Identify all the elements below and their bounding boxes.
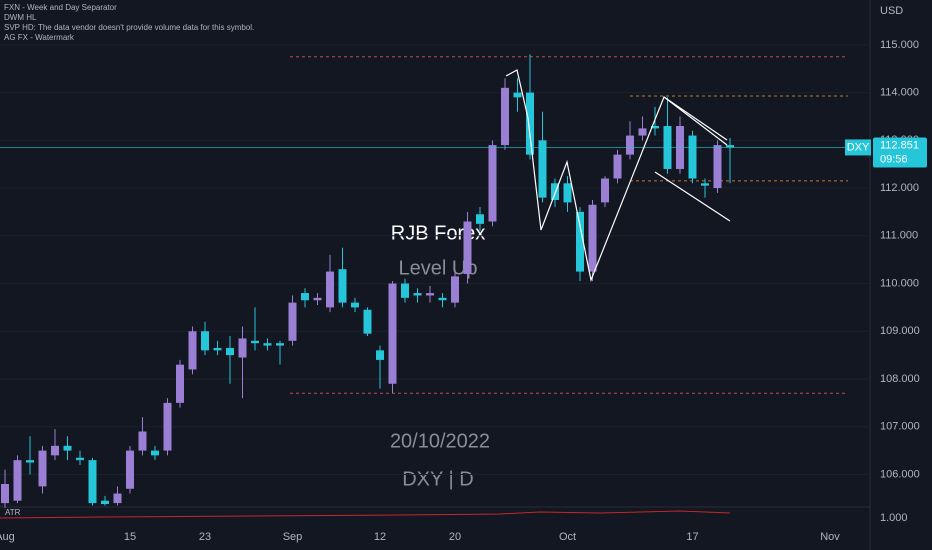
trend-line <box>654 171 731 222</box>
candle-body <box>501 87 509 146</box>
trend-line <box>663 96 728 141</box>
candle-body <box>201 331 209 351</box>
candle-body <box>251 340 259 344</box>
candle-body <box>126 450 134 489</box>
candle-body <box>113 493 122 504</box>
candle-body <box>338 269 347 303</box>
y-tick-label: 114.000 <box>880 87 919 99</box>
candle-body <box>701 183 709 186</box>
candle-body <box>363 309 372 334</box>
x-tick-label: Oct <box>559 531 576 543</box>
candle-body <box>76 457 84 461</box>
y-tick-label: 110.000 <box>880 277 919 289</box>
candle-body <box>538 140 547 198</box>
candle-body <box>138 431 147 451</box>
y-tick-label: 111.000 <box>880 230 918 242</box>
y-tick-label: 115.000 <box>880 39 919 51</box>
symbol-badge <box>845 139 871 156</box>
watermark: DXY | D <box>402 468 474 490</box>
countdown-label: 09:56 <box>880 153 908 165</box>
candle-body <box>238 338 247 358</box>
candle-body <box>263 343 272 346</box>
candle-body <box>176 364 184 403</box>
price-badge <box>873 137 927 168</box>
y-tick-label: 109.000 <box>880 325 920 337</box>
candle-body <box>713 145 722 189</box>
pattern-drawing <box>505 69 728 283</box>
candle-body <box>38 450 47 487</box>
watermark: RJB Forex <box>391 222 485 244</box>
atr-label: ATR <box>5 508 21 517</box>
candle-body <box>513 92 522 98</box>
indicator-label: SVP HD: The data vendor doesn't provide … <box>4 23 254 32</box>
x-tick-label: Sep <box>283 531 303 543</box>
candle-body <box>413 293 422 296</box>
candle-body <box>388 283 397 384</box>
price-label: 112.851 <box>880 139 919 151</box>
candle-body <box>551 183 559 200</box>
x-tick-label: 23 <box>199 531 211 543</box>
candle-body <box>163 402 172 451</box>
x-tick-label: 12 <box>374 531 386 543</box>
candle-body <box>576 211 584 272</box>
candle-body <box>151 450 159 456</box>
candle-body <box>63 445 72 451</box>
candle-body <box>588 204 597 272</box>
candle-body <box>651 126 659 129</box>
symbol-label: DXY <box>847 141 870 153</box>
candle-body <box>188 331 197 370</box>
x-tick-label: 20 <box>449 531 461 543</box>
y-tick-label: 112.000 <box>880 182 919 194</box>
watermark: Level Up <box>399 257 478 279</box>
candle-body <box>476 214 484 224</box>
candle-body <box>613 154 622 179</box>
candle-body <box>13 460 22 501</box>
x-tick-label: Nov <box>820 531 840 543</box>
candle-body <box>451 276 459 303</box>
candle-body <box>638 128 647 136</box>
candle-body <box>226 347 234 356</box>
watermark: 20/10/2022 <box>390 430 490 452</box>
candle-body <box>376 350 384 360</box>
candle-body <box>426 293 434 296</box>
indicator-label: AG FX - Watermark <box>4 33 75 42</box>
candle-body <box>351 302 359 308</box>
y-tick-label: 108.000 <box>880 373 920 385</box>
candle-body <box>626 135 634 155</box>
candle-body <box>488 145 497 222</box>
x-tick-label: 15 <box>124 531 136 543</box>
candle-body <box>88 460 97 504</box>
candle-body <box>401 283 409 298</box>
candle-body <box>51 445 59 456</box>
plot: 106.000 107.000 108.000 109.000 110.000 111.0… <box>0 39 920 543</box>
candle-body <box>26 460 34 463</box>
x-tick-label: 17 <box>686 531 698 543</box>
candle-body <box>326 271 334 308</box>
candle-body <box>526 92 534 155</box>
candle-body <box>301 293 309 301</box>
currency-label: USD <box>880 5 903 17</box>
candle-body <box>438 297 447 301</box>
indicator-label: DWM HL <box>4 13 37 22</box>
candle-body <box>463 221 472 274</box>
candle-body <box>1 483 9 504</box>
atr-line <box>0 510 731 519</box>
candle-body <box>726 145 734 148</box>
y-tick-label: 106.000 <box>880 468 920 480</box>
x-tick-label: Aug <box>0 531 15 543</box>
indicator-label: FXN - Week and Day Separator <box>4 3 117 12</box>
candle-body <box>276 343 284 346</box>
y-tick-label: 107.000 <box>880 421 920 433</box>
candle-body <box>563 183 572 203</box>
atr-tick-label: 1.000 <box>880 512 908 524</box>
candle-body <box>213 347 222 351</box>
candle-body <box>688 135 697 179</box>
candle-body <box>601 178 609 203</box>
candle-body <box>288 302 297 341</box>
candle-body <box>101 500 109 505</box>
candle-body <box>313 297 322 301</box>
